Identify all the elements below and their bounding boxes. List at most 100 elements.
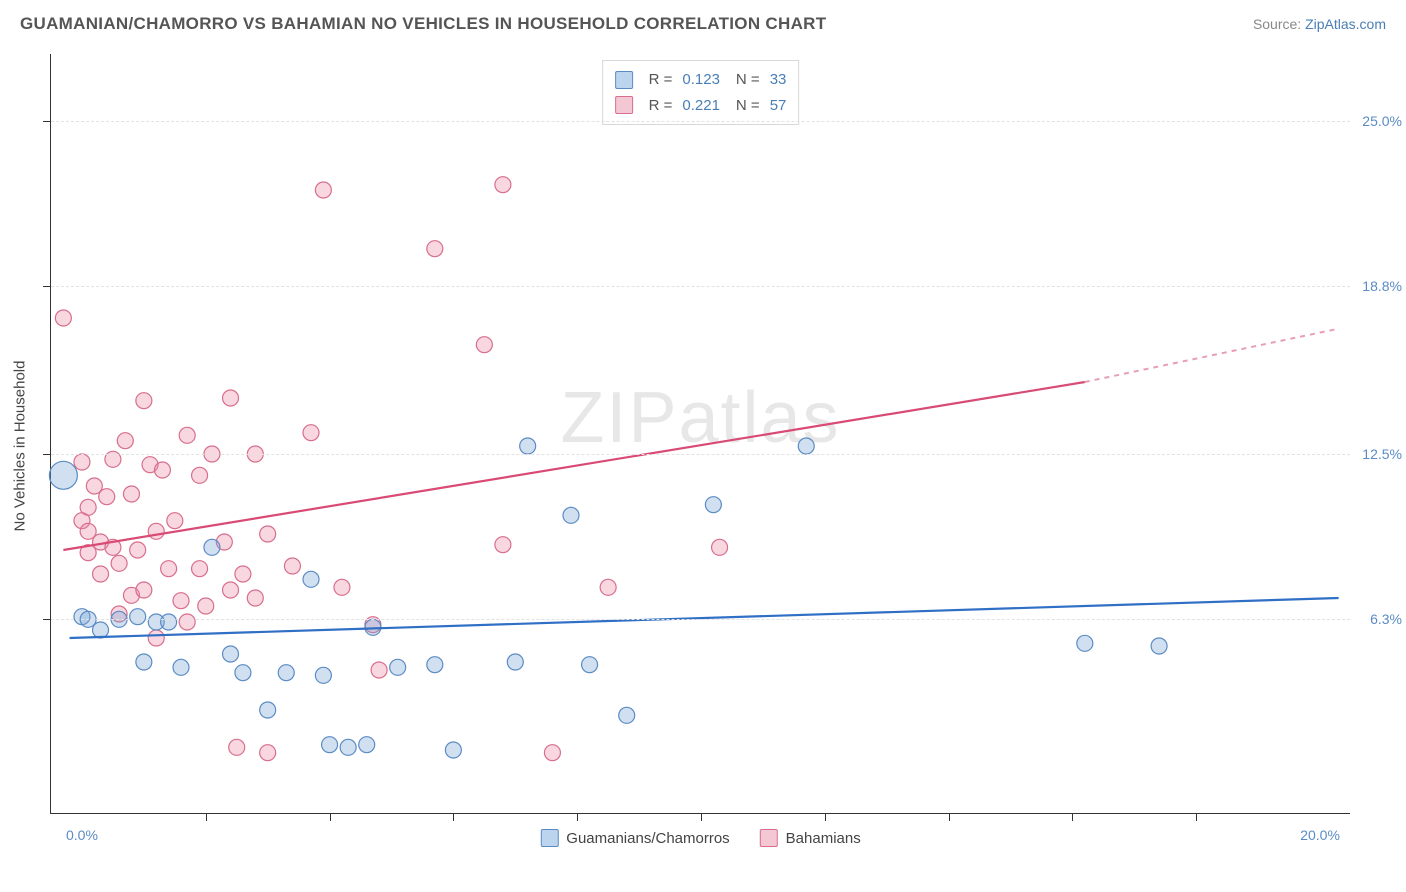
data-point	[161, 614, 177, 630]
source-prefix: Source:	[1253, 16, 1305, 32]
data-point	[544, 745, 560, 761]
data-point	[284, 558, 300, 574]
x-tick	[1072, 813, 1073, 821]
x-tick	[1196, 813, 1197, 821]
x-tick	[330, 813, 331, 821]
data-point	[359, 737, 375, 753]
data-point	[340, 739, 356, 755]
legend-swatch-2	[615, 96, 633, 114]
gridline	[51, 121, 1350, 122]
data-point	[117, 433, 133, 449]
data-point	[322, 737, 338, 753]
data-point	[136, 654, 152, 670]
plot-area: ZIPatlas R = 0.123 N = 33 R = 0.221 N = …	[50, 54, 1350, 814]
data-point	[1151, 638, 1167, 654]
data-point	[563, 507, 579, 523]
stat-r-label: R =	[649, 67, 673, 93]
legend-item-2: Bahamians	[760, 829, 861, 847]
data-point	[154, 462, 170, 478]
data-point	[334, 579, 350, 595]
data-point	[136, 582, 152, 598]
x-tick	[206, 813, 207, 821]
data-point	[520, 438, 536, 454]
y-axis-title: No Vehicles in Household	[12, 361, 29, 532]
data-point	[315, 182, 331, 198]
data-point	[223, 582, 239, 598]
data-point	[278, 665, 294, 681]
data-point	[1077, 635, 1093, 651]
stat-n-label: N =	[736, 67, 760, 93]
source-label: Source: ZipAtlas.com	[1253, 16, 1386, 32]
data-point	[179, 427, 195, 443]
data-point	[136, 393, 152, 409]
stat-r-value: 0.221	[682, 93, 720, 119]
data-point	[148, 523, 164, 539]
data-point	[600, 579, 616, 595]
stat-n-value: 57	[770, 93, 787, 119]
data-point	[130, 542, 146, 558]
data-point	[80, 499, 96, 515]
y-tick-label: 6.3%	[1370, 611, 1402, 627]
data-point	[371, 662, 387, 678]
chart-title: GUAMANIAN/CHAMORRO VS BAHAMIAN NO VEHICL…	[20, 14, 826, 34]
data-point	[99, 489, 115, 505]
legend-label: Bahamians	[786, 830, 861, 847]
y-tick	[43, 286, 51, 287]
legend-swatch-1	[615, 71, 633, 89]
source-link[interactable]: ZipAtlas.com	[1305, 16, 1386, 32]
gridline	[51, 454, 1350, 455]
data-point	[167, 513, 183, 529]
data-point	[427, 241, 443, 257]
chart-svg	[51, 54, 1350, 813]
data-point	[74, 454, 90, 470]
data-point	[705, 497, 721, 513]
data-point	[445, 742, 461, 758]
x-tick	[701, 813, 702, 821]
data-point	[260, 702, 276, 718]
data-point	[111, 555, 127, 571]
legend-swatch-bahamians	[760, 829, 778, 847]
x-tick	[453, 813, 454, 821]
data-point	[582, 657, 598, 673]
stat-n-label: N =	[736, 93, 760, 119]
stats-legend: R = 0.123 N = 33 R = 0.221 N = 57	[602, 60, 800, 125]
data-point	[93, 566, 109, 582]
y-tick-label: 12.5%	[1362, 446, 1402, 462]
y-tick	[43, 619, 51, 620]
data-point	[390, 659, 406, 675]
data-point	[303, 571, 319, 587]
data-point	[173, 659, 189, 675]
data-point	[507, 654, 523, 670]
data-point	[476, 337, 492, 353]
data-point	[235, 665, 251, 681]
data-point	[223, 390, 239, 406]
gridline	[51, 619, 1350, 620]
stats-legend-row-2: R = 0.221 N = 57	[615, 93, 787, 119]
header-bar: GUAMANIAN/CHAMORRO VS BAHAMIAN NO VEHICL…	[20, 14, 1386, 34]
data-point	[260, 526, 276, 542]
data-point	[130, 609, 146, 625]
data-point	[192, 561, 208, 577]
stat-r-value: 0.123	[682, 67, 720, 93]
data-point	[303, 425, 319, 441]
stat-r-label: R =	[649, 93, 673, 119]
data-point	[49, 461, 77, 489]
y-tick	[43, 121, 51, 122]
x-tick	[949, 813, 950, 821]
data-point	[427, 657, 443, 673]
data-point	[223, 646, 239, 662]
data-point	[798, 438, 814, 454]
x-tick	[825, 813, 826, 821]
data-point	[161, 561, 177, 577]
stats-legend-row-1: R = 0.123 N = 33	[615, 67, 787, 93]
series-legend: Guamanians/Chamorros Bahamians	[540, 829, 860, 847]
legend-label: Guamanians/Chamorros	[566, 830, 729, 847]
data-point	[712, 539, 728, 555]
data-point	[123, 486, 139, 502]
data-point	[55, 310, 71, 326]
legend-item-1: Guamanians/Chamorros	[540, 829, 729, 847]
x-tick-label: 0.0%	[66, 827, 98, 843]
data-point	[247, 590, 263, 606]
data-point	[315, 667, 331, 683]
data-point	[260, 745, 276, 761]
